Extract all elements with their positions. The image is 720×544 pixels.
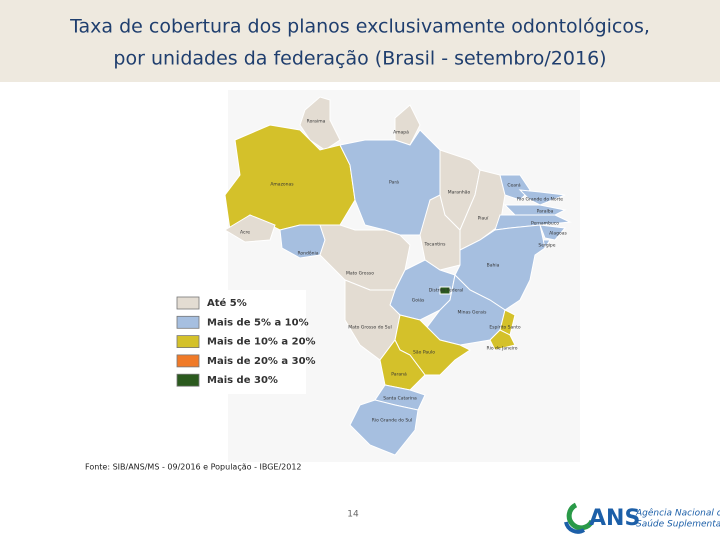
legend-label: Até 5% — [207, 297, 247, 309]
state-label: Bahia — [487, 263, 500, 269]
state — [394, 104, 421, 146]
state-label: Rondônia — [298, 250, 319, 257]
legend-swatch — [176, 335, 200, 349]
state-label: São Paulo — [413, 350, 435, 356]
title-line: Taxa de cobertura dos planos exclusivame… — [69, 16, 650, 38]
state — [224, 214, 276, 243]
state-label: Goiás — [412, 297, 425, 304]
state-label: Pernambuco — [531, 221, 559, 227]
state-label: Ceará — [507, 182, 521, 189]
state — [439, 286, 451, 295]
state-label: Piauí — [478, 215, 489, 222]
legend-label: Mais de 5% a 10% — [207, 317, 309, 328]
logo-acronym: ANS — [589, 506, 640, 531]
state — [349, 399, 419, 456]
state-label: Maranhão — [448, 190, 471, 196]
state-label: Espírito Santo — [489, 324, 521, 331]
state — [489, 329, 516, 351]
state-label: Distrito Federal — [429, 288, 463, 294]
state-label: Amazonas — [270, 182, 294, 188]
legend-label: Mais de 10% a 20% — [207, 337, 316, 348]
logo-name: Agência Nacional de — [635, 508, 720, 519]
state — [539, 224, 566, 241]
state-label: Acre — [240, 230, 250, 236]
state-label: Santa Catarina — [383, 396, 417, 402]
legend-swatch — [176, 354, 200, 368]
state-label: Rio Grande do Sul — [372, 418, 413, 424]
state-label: Pará — [389, 179, 399, 186]
title-line: por unidades da federação (Brasil - sete… — [113, 48, 606, 70]
legend: Até 5% Mais de 5% a 10% Mais de 10% a 20% M… — [176, 296, 316, 387]
state-label: Mato Grosso — [346, 271, 374, 277]
legend-swatch — [176, 296, 200, 310]
state — [299, 96, 341, 151]
state-label: Amapá — [393, 129, 409, 136]
state — [518, 189, 566, 206]
state — [503, 204, 567, 216]
logo: ANS Agência Nacional de Saúde Suplementa… — [564, 502, 720, 534]
title-band — [0, 0, 720, 82]
legend-swatch — [176, 373, 200, 387]
map: Roraima Amapá Amazonas Pará Acre Rondônia Mato… — [224, 96, 572, 456]
state-label: Tocantins — [423, 242, 446, 248]
state-label: Paraíba — [537, 208, 554, 215]
state-label: Rio de Janeiro — [486, 346, 517, 352]
logo-swoosh — [566, 502, 595, 531]
state-label: Sergipe — [538, 243, 555, 249]
state-label: Alagoas — [549, 231, 567, 237]
legend-label: Mais de 20% a 30% — [207, 356, 316, 367]
legend-label: Mais de 30% — [207, 375, 278, 386]
state-label: Rio Grande do Norte — [517, 197, 563, 203]
source-note: Fonte: SIB/ANS/MS - 09/2016 e População … — [85, 463, 302, 472]
state-label: Roraima — [307, 119, 326, 125]
state-label: Mato Grosso do Sul — [348, 325, 391, 331]
legend-swatch — [176, 315, 200, 329]
logo-name: Saúde Suplementar — [636, 520, 720, 530]
logo-swoosh — [564, 521, 586, 534]
state-label: Minas Gerais — [458, 310, 488, 316]
state-label: Paraná — [391, 371, 407, 378]
page-number: 14 — [347, 510, 359, 520]
